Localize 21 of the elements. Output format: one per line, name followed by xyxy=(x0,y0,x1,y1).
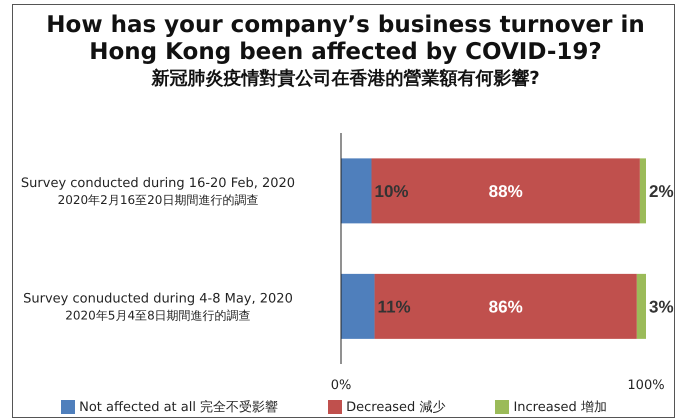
y-tick-label: Survey conuducted during 4-8 May, 2020 2020年5月4至8日期間進行的調查 xyxy=(23,291,293,322)
bar xyxy=(640,158,646,224)
data-label: 88% xyxy=(488,182,523,201)
data-label: 2% xyxy=(649,182,674,201)
y-tick-label: Survey conducted during 16-20 Feb, 2020 2020年2月16至20日期間進行的調查 xyxy=(20,176,296,207)
data-label: 10% xyxy=(374,182,409,201)
bar xyxy=(372,158,640,224)
x-tick-label: 100% xyxy=(627,378,665,394)
bar xyxy=(374,274,637,339)
data-label: 3% xyxy=(649,297,674,316)
chart-subtitle: 新冠肺炎疫情對貴公司在香港的營業額有何影響? xyxy=(150,67,541,91)
chart-title: How has your company’s business turnover in Hong Kong been affected by COVID-19? xyxy=(45,12,646,66)
bar xyxy=(341,274,375,339)
legend-label: Increased 增加 xyxy=(513,400,607,415)
bar xyxy=(636,274,646,339)
bar xyxy=(341,158,372,224)
legend-label: Not affected at all 完全不受影響 xyxy=(79,400,278,415)
legend-label: Decreased 減少 xyxy=(346,400,446,415)
x-tick-label: 0% xyxy=(330,378,352,394)
data-label: 11% xyxy=(378,297,411,316)
data-label: 86% xyxy=(488,297,523,316)
